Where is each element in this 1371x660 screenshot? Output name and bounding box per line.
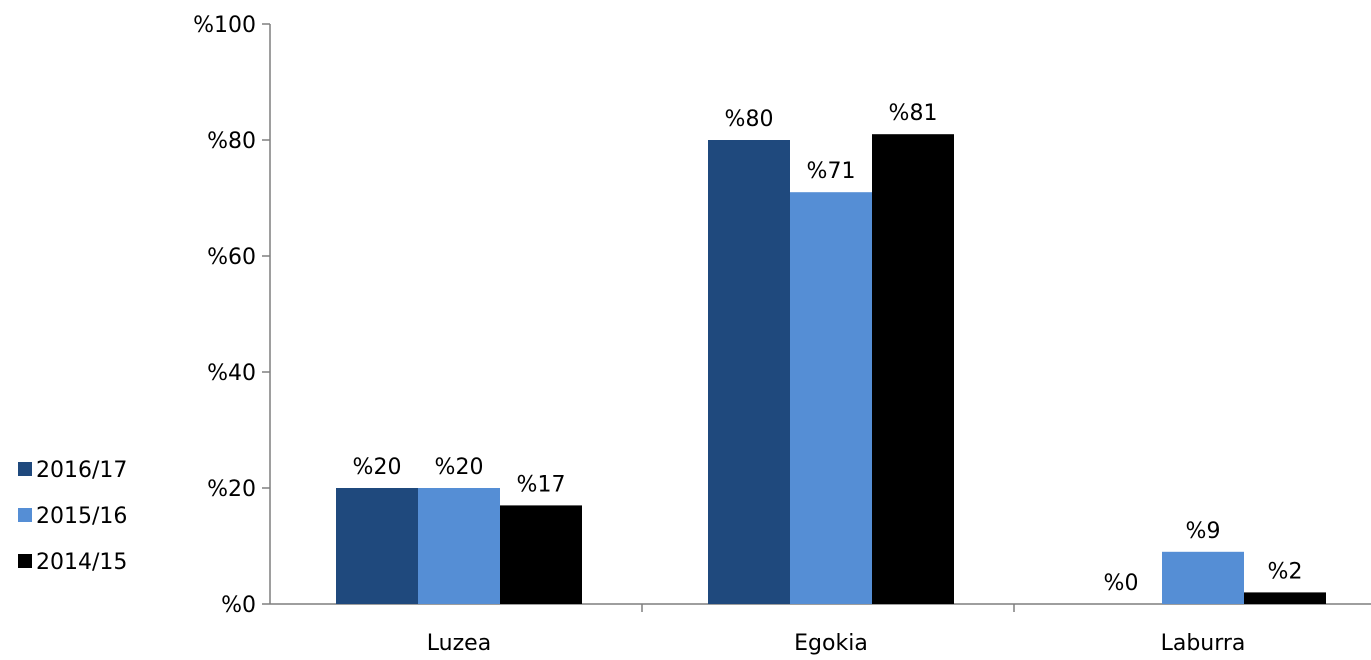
bar-2014-15-egokia <box>872 134 954 604</box>
data-label: %0 <box>1104 571 1139 596</box>
y-tick-label: %100 <box>193 13 256 38</box>
y-tick-label: %0 <box>221 593 256 618</box>
data-label: %80 <box>725 107 774 132</box>
bar-2016-17-luzea <box>336 488 418 604</box>
y-tick-label: %20 <box>207 477 256 502</box>
legend: 2016/17 2015/16 2014/15 <box>18 458 127 575</box>
data-label: %81 <box>889 101 938 126</box>
legend-swatch <box>18 462 32 476</box>
data-label: %9 <box>1186 519 1221 544</box>
y-tick-label: %60 <box>207 245 256 270</box>
legend-swatch <box>18 508 32 522</box>
legend-swatch <box>18 554 32 568</box>
data-label: %2 <box>1268 559 1303 584</box>
x-category-label: Egokia <box>794 631 868 656</box>
data-labels-group: %20 %80 %0 %20 %71 %9 %17 %81 %2 <box>353 101 1303 596</box>
x-category-label: Laburra <box>1161 631 1246 656</box>
data-label: %71 <box>807 159 856 184</box>
legend-label: 2016/17 <box>36 458 127 483</box>
legend-label: 2014/15 <box>36 550 127 575</box>
bar-2015-16-luzea <box>418 488 500 604</box>
bar-2015-16-egokia <box>790 192 872 604</box>
bars-group <box>336 134 1326 604</box>
x-axis: Luzea Egokia Laburra <box>270 603 1371 656</box>
data-label: %17 <box>517 472 566 497</box>
bar-2014-15-laburra <box>1244 592 1326 604</box>
bar-2015-16-laburra <box>1162 551 1244 604</box>
x-category-label: Luzea <box>427 631 491 656</box>
y-tick-label: %80 <box>207 129 256 154</box>
bar-2014-15-luzea <box>500 505 582 604</box>
legend-label: 2015/16 <box>36 504 127 529</box>
bar-2016-17-egokia <box>708 140 790 604</box>
data-label: %20 <box>353 455 402 480</box>
data-label: %20 <box>435 455 484 480</box>
y-tick-label: %40 <box>207 361 256 386</box>
y-axis: %0 %20 %40 %60 %80 %100 <box>193 13 271 618</box>
